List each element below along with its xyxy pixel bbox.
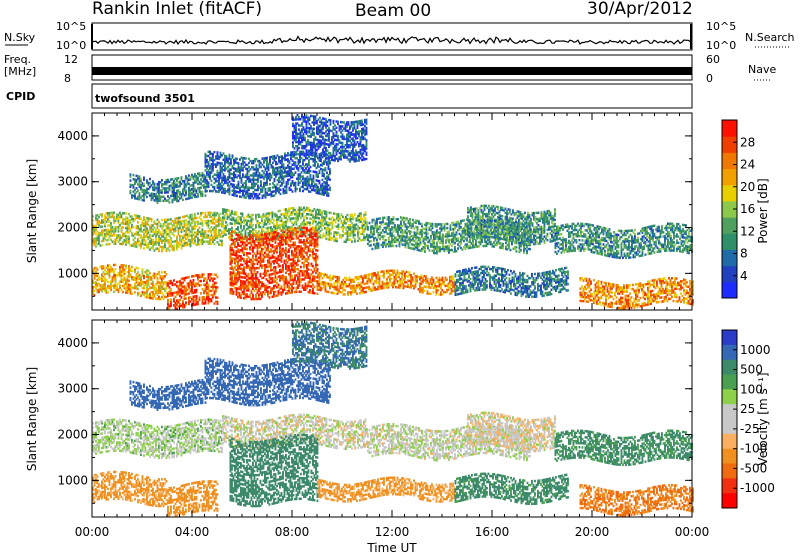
x-tick-label: 04:00 [175,525,210,539]
velocity-panel-frame [92,320,692,517]
y-tick-label: 3000 [57,382,88,396]
nsky-trace [92,24,692,49]
colorbar-tick-label: 25 [740,402,755,416]
nsearch-label: N.Search [745,31,795,44]
nsky-tick-bottom: 10^0 [56,39,86,52]
y-tick-label: 4000 [57,129,88,143]
time-x-axis: 00:00 04:00 08:00 12:00 16:00 20:00 00:00 [75,113,710,539]
nsky-label: N.Sky [4,31,36,44]
power-y-axis: 1000 2000 3000 4000 [57,129,692,296]
nave-tick-top: 60 [706,53,720,66]
y-tick-label: 2000 [57,221,88,235]
colorbar-tick-label: 20 [740,180,755,194]
x-tick-label: 16:00 [475,525,510,539]
date-title: 30/Apr/2012 [587,0,693,19]
power-colorbar-label: Power [dB] [756,178,770,243]
freq-trace [92,67,692,75]
velocity-heatmap [92,321,694,517]
power-panel-frame [92,113,692,310]
x-tick-label: 12:00 [375,525,410,539]
freq-tick-bottom: 8 [64,72,71,85]
beam-title: Beam 00 [355,1,431,21]
y-tick-label: 4000 [57,336,88,350]
cpid-value: twofsound 3501 [95,92,195,105]
x-tick-label: 20:00 [575,525,610,539]
colorbar-tick-label: 12 [740,224,755,238]
x-tick-label: 08:00 [275,525,310,539]
cpid-label: CPID [6,90,35,103]
y-tick-label: 3000 [57,175,88,189]
nave-label: Nave [748,63,776,76]
nsky-tick-top: 10^5 [56,20,86,33]
velocity-ylabel: Slant Range [km] [25,367,39,471]
nave-tick-bottom: 0 [706,72,713,85]
y-tick-label: 2000 [57,428,88,442]
y-tick-label: 1000 [57,473,88,487]
power-heatmap [92,114,694,310]
colorbar-tick-label: 1000 [740,343,771,357]
time-axis-label: Time UT [366,541,417,554]
nsky-panel-frame [92,23,692,50]
freq-unit-label: [MHz] [4,65,36,78]
y-tick-label: 1000 [57,266,88,280]
power-colorbar: 4 8 12 16 20 24 28 [722,120,755,299]
colorbar-tick-label: 8 [740,247,748,261]
colorbar-tick-label: 16 [740,202,755,216]
station-title: Rankin Inlet (fitACF) [92,0,262,19]
velocity-colorbar-label: Velocity [m s⁻¹] [756,372,770,465]
x-tick-label: 00:00 [675,525,710,539]
velocity-y-axis: 1000 2000 3000 4000 [57,336,692,503]
colorbar-tick-label: 4 [740,269,748,283]
x-tick-label: 00:00 [75,525,110,539]
colorbar-tick-label: -1000 [740,481,775,495]
nsearch-tick-top: 10^5 [706,20,736,33]
colorbar-tick-label: 28 [740,135,755,149]
nsearch-tick-bottom: 10^0 [706,39,736,52]
power-ylabel: Slant Range [km] [25,159,39,263]
freq-tick-top: 12 [64,53,78,66]
colorbar-tick-label: 24 [740,158,755,172]
